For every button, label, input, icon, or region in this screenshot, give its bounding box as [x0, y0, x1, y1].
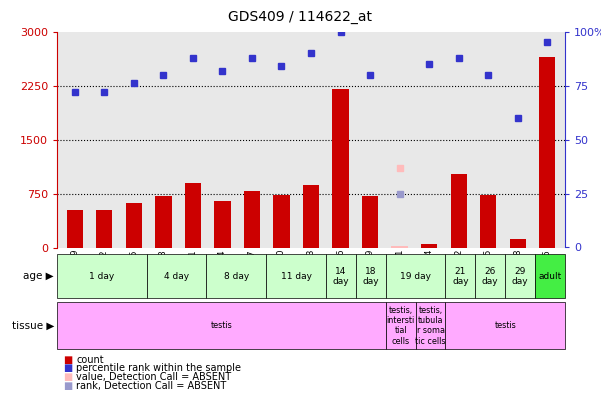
Text: value, Detection Call = ABSENT: value, Detection Call = ABSENT	[76, 372, 231, 382]
Bar	[244, 191, 260, 248]
Bar	[207, 254, 266, 298]
Bar	[535, 254, 565, 298]
Text: adult: adult	[538, 272, 561, 281]
Text: tissue ▶: tissue ▶	[11, 321, 54, 331]
Bar	[185, 183, 201, 248]
Text: testis: testis	[210, 321, 232, 330]
Text: testis: testis	[494, 321, 516, 330]
Bar	[510, 239, 526, 248]
Bar	[67, 210, 83, 248]
Text: age ▶: age ▶	[23, 271, 54, 281]
Bar	[356, 254, 386, 298]
Bar	[539, 57, 555, 248]
Bar	[147, 254, 207, 298]
Bar	[126, 203, 142, 248]
Text: 1 day: 1 day	[90, 272, 115, 281]
Bar	[155, 196, 171, 248]
Text: 11 day: 11 day	[281, 272, 311, 281]
Bar	[445, 302, 565, 349]
Bar	[57, 302, 386, 349]
Text: 4 day: 4 day	[164, 272, 189, 281]
Bar	[332, 89, 349, 248]
Text: 21
day: 21 day	[452, 267, 469, 286]
Text: GDS409 / 114622_at: GDS409 / 114622_at	[228, 10, 373, 24]
Bar	[391, 246, 407, 248]
Text: 14
day: 14 day	[332, 267, 349, 286]
Text: 8 day: 8 day	[224, 272, 249, 281]
Text: 26
day: 26 day	[482, 267, 499, 286]
Bar	[57, 254, 147, 298]
Text: 18
day: 18 day	[362, 267, 379, 286]
Bar	[386, 302, 415, 349]
Bar	[421, 244, 438, 248]
Text: testis,
intersti
tial
cells: testis, intersti tial cells	[386, 306, 415, 346]
Text: ■: ■	[63, 381, 72, 391]
Bar	[326, 254, 356, 298]
Text: testis,
tubula
r soma
tic cells: testis, tubula r soma tic cells	[415, 306, 446, 346]
Bar	[303, 185, 319, 248]
Bar	[362, 196, 378, 248]
Bar	[451, 174, 467, 248]
Bar	[505, 254, 535, 298]
Text: 29
day: 29 day	[512, 267, 528, 286]
Bar	[266, 254, 326, 298]
Bar	[215, 201, 231, 248]
Bar	[415, 302, 445, 349]
Text: ■: ■	[63, 372, 72, 382]
Text: count: count	[76, 354, 104, 365]
Text: rank, Detection Call = ABSENT: rank, Detection Call = ABSENT	[76, 381, 227, 391]
Text: 19 day: 19 day	[400, 272, 431, 281]
Text: ■: ■	[63, 354, 72, 365]
Text: percentile rank within the sample: percentile rank within the sample	[76, 363, 242, 373]
Bar	[273, 195, 290, 248]
Bar	[445, 254, 475, 298]
Bar	[386, 254, 445, 298]
Bar	[475, 254, 505, 298]
Bar	[96, 210, 112, 248]
Text: ■: ■	[63, 363, 72, 373]
Bar	[480, 195, 496, 248]
